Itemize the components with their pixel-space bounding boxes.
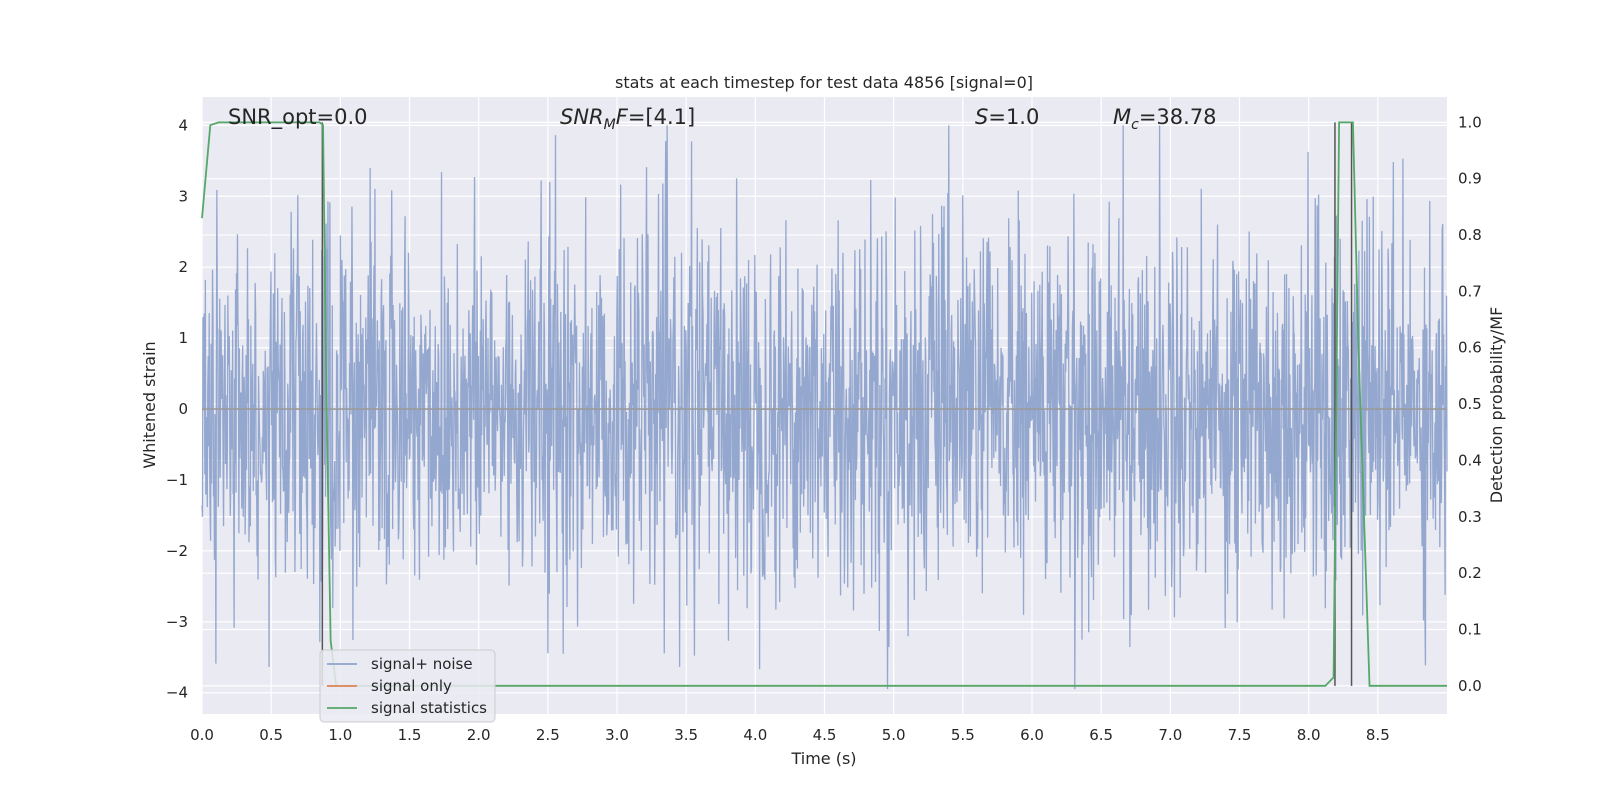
y-tick-label: −4 <box>166 684 188 702</box>
x-tick-label: 4.5 <box>813 726 837 744</box>
legend-label: signal statistics <box>371 699 487 717</box>
y-tick-label: 0 <box>178 400 188 418</box>
y-right-tick-label: 0.6 <box>1458 339 1482 357</box>
y-tick-label: −1 <box>166 471 188 489</box>
y-right-tick-label: 0.1 <box>1458 620 1482 638</box>
y-right-tick-label: 0.5 <box>1458 395 1482 413</box>
annotation-part: S <box>975 105 988 129</box>
x-tick-label: 8.0 <box>1297 726 1321 744</box>
x-tick-label: 1.0 <box>328 726 352 744</box>
series-lines <box>201 121 1447 687</box>
y-right-tick-label: 1.0 <box>1458 113 1482 131</box>
x-tick-label: 7.5 <box>1228 726 1252 744</box>
annotation-part: M <box>604 117 616 133</box>
annotation-part: F <box>616 105 629 129</box>
y-right-tick-label: 0.2 <box>1458 564 1482 582</box>
x-tick-label: 2.0 <box>467 726 491 744</box>
x-tick-label: 6.0 <box>1020 726 1044 744</box>
y-tick-label: −3 <box>166 613 188 631</box>
x-tick-label: 7.0 <box>1158 726 1182 744</box>
signal-noise-line <box>201 125 1448 690</box>
y-tick-label: 3 <box>178 187 188 205</box>
y-axis-right-ticks: 1.0 0.9 0.8 0.7 0.6 0.5 0.4 0.3 0.2 0.1 0.0 <box>1458 113 1482 694</box>
y-axis-ticks: 4 3 2 1 0 −1 −2 −3 −4 <box>166 116 188 701</box>
x-tick-label: 5.5 <box>951 726 975 744</box>
annotation-snr_mf: SNRMF=[4.1] <box>560 105 695 133</box>
series-signal-noise <box>201 125 1448 690</box>
annotation-part: =[4.1] <box>628 105 695 129</box>
chart-title: stats at each timestep for test data 485… <box>615 73 1033 92</box>
y-right-tick-label: 0.4 <box>1458 451 1482 469</box>
y-tick-label: 2 <box>178 258 188 276</box>
y-right-tick-label: 0.0 <box>1458 677 1482 695</box>
signal-statistics-line <box>201 121 1447 687</box>
annotation-part: SNR_opt=0.0 <box>228 105 368 130</box>
x-tick-label: 4.0 <box>743 726 767 744</box>
y-tick-label: −2 <box>166 542 188 560</box>
x-axis-label: Time (s) <box>790 749 856 768</box>
annotation-s_stat: S=1.0 <box>975 105 1039 129</box>
y-right-tick-label: 0.9 <box>1458 170 1482 188</box>
annotations: SNR_opt=0.0 SNRMF=[4.1] S=1.0 Mc=38.78 <box>228 105 1217 133</box>
y-tick-label: 1 <box>178 329 188 347</box>
annotation-part: M <box>1113 105 1131 129</box>
y-right-tick-label: 0.3 <box>1458 508 1482 526</box>
legend-label: signal only <box>371 677 452 695</box>
legend-frame <box>319 649 496 723</box>
x-tick-label: 0.0 <box>190 726 214 744</box>
x-tick-label: 8.5 <box>1366 726 1390 744</box>
x-tick-label: 3.5 <box>674 726 698 744</box>
x-tick-label: 0.5 <box>259 726 283 744</box>
x-tick-label: 3.0 <box>605 726 629 744</box>
annotation-snr_opt: SNR_opt=0.0 <box>228 105 368 130</box>
annotation-part: c <box>1131 117 1139 133</box>
annotation-part: =1.0 <box>988 105 1039 129</box>
x-tick-label: 1.5 <box>398 726 422 744</box>
y-tick-label: 4 <box>178 116 188 134</box>
legend: signal+ noise signal only signal statistic… <box>319 649 496 723</box>
annotation-part: =38.78 <box>1139 105 1217 129</box>
y-axis-right-label: Detection probability/MF <box>1487 307 1506 504</box>
annotation-mc: Mc=38.78 <box>1113 105 1217 133</box>
x-tick-label: 5.0 <box>882 726 906 744</box>
legend-label: signal+ noise <box>371 655 473 673</box>
x-tick-label: 6.5 <box>1089 726 1113 744</box>
annotation-part: SNR <box>560 105 604 129</box>
y-axis-label: Whitened strain <box>140 341 159 468</box>
y-right-tick-label: 0.8 <box>1458 226 1482 244</box>
y-right-tick-label: 0.7 <box>1458 282 1482 300</box>
x-tick-label: 2.5 <box>536 726 560 744</box>
x-axis-ticks: 0.0 0.5 1.0 1.5 2.0 2.5 3.0 3.5 4.0 4.5 5.0 5.5 6.0 6… <box>190 726 1390 744</box>
